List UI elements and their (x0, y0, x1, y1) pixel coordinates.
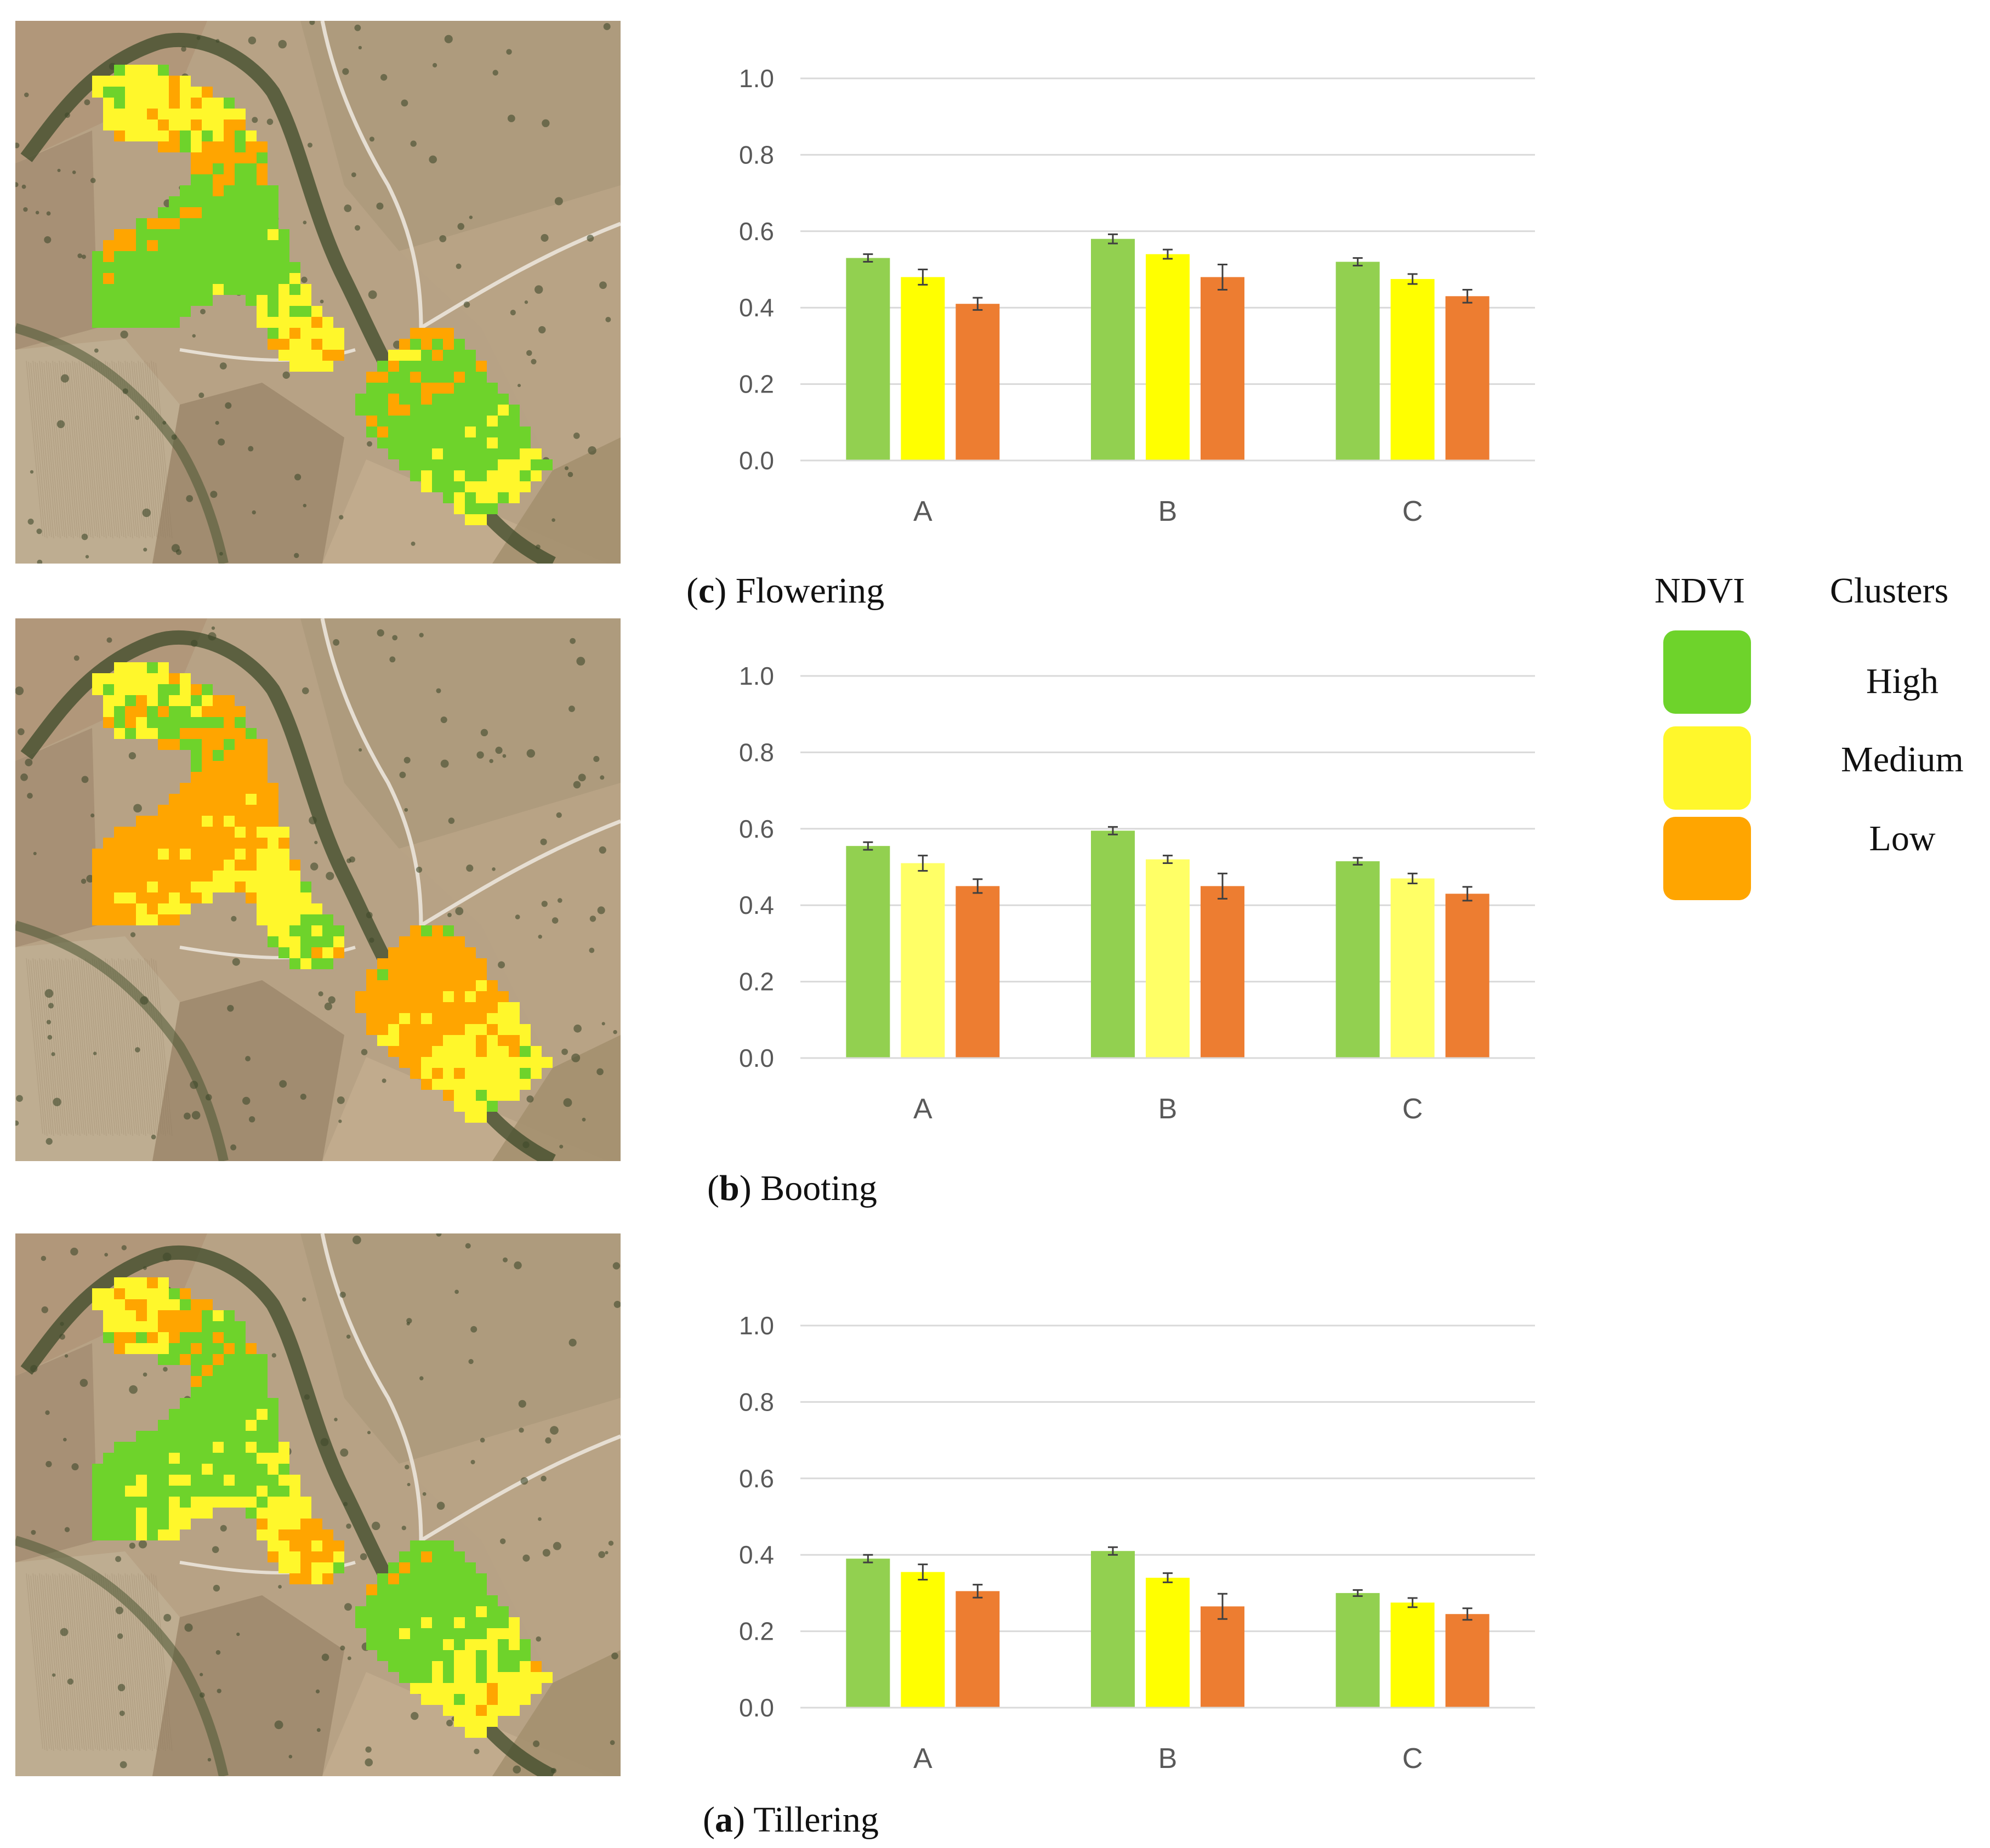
satellite-map-booting (15, 618, 621, 1161)
bar-medium-B (1146, 254, 1190, 460)
satellite-map-flowering (15, 21, 621, 564)
y-tick-label: 0.0 (739, 1044, 774, 1072)
legend-swatch-high (1663, 630, 1751, 714)
bar-high-C (1335, 1593, 1380, 1708)
legend-label-medium: Medium (1841, 740, 1964, 780)
bar-low-B (1201, 1606, 1244, 1708)
y-tick-label: 0.2 (739, 1617, 774, 1646)
y-tick-label: 0.8 (739, 1388, 774, 1416)
caption-text: Tillering (744, 1800, 879, 1840)
caption-letter: b (719, 1168, 740, 1208)
legend-label-high: High (1866, 661, 1938, 701)
bar-low-A (956, 304, 1000, 460)
y-tick-label: 0.8 (739, 738, 774, 766)
map-image (15, 618, 621, 1161)
legend-label-low: Low (1869, 818, 1936, 858)
y-tick-label: 1.0 (739, 662, 774, 690)
x-tick-label-B: B (1158, 1743, 1178, 1775)
map-image (15, 1233, 621, 1776)
bar-low-A (956, 1591, 1000, 1708)
bar-low-A (956, 886, 1000, 1058)
ndvi-chart-booting: 0.0 0.2 0.4 0.6 0.8 1.0 A B C (680, 652, 1590, 1146)
caption-letter: a (714, 1800, 733, 1840)
x-tick-label-C: C (1402, 496, 1423, 527)
bar-low-B (1201, 886, 1244, 1058)
chart-svg-tillering: 0.0 0.2 0.4 0.6 0.8 1.0 A B C (739, 1311, 1535, 1775)
x-tick-label-A: A (913, 1743, 933, 1775)
ndvi-chart-flowering: 0.0 0.2 0.4 0.6 0.8 1.0 A B C (680, 55, 1590, 548)
satellite-map-tillering (15, 1233, 621, 1776)
legend-title-clusters: Clusters (1830, 571, 1949, 611)
y-tick-label: 0.6 (739, 815, 774, 843)
caption-letter: c (698, 571, 715, 611)
bar-high-A (846, 846, 890, 1058)
bar-medium-A (901, 277, 945, 460)
y-tick-label: 0.4 (739, 293, 774, 322)
y-tick-label: 1.0 (739, 64, 774, 93)
y-tick-label: 0.4 (739, 1540, 774, 1569)
bar-high-B (1091, 831, 1135, 1058)
bar-medium-C (1390, 1602, 1435, 1708)
bar-high-A (846, 1559, 890, 1708)
bar-high-A (846, 258, 890, 460)
chart-svg-flowering: 0.0 0.2 0.4 0.6 0.8 1.0 A B C (739, 64, 1535, 527)
x-tick-label-A: A (913, 496, 933, 527)
bar-medium-C (1390, 278, 1435, 460)
bar-medium-B (1146, 859, 1190, 1058)
bar-medium-B (1146, 1578, 1190, 1708)
x-tick-label-C: C (1402, 1093, 1423, 1125)
y-tick-label: 0.2 (739, 370, 774, 399)
legend-title-ndvi: NDVI (1654, 571, 1745, 611)
ndvi-chart-tillering: 0.0 0.2 0.4 0.6 0.8 1.0 A B C (680, 1302, 1590, 1795)
caption-flowering: (c) Flowering (686, 571, 885, 611)
bar-low-C (1445, 1614, 1489, 1708)
caption-text: Booting (751, 1168, 877, 1208)
bar-medium-A (901, 1572, 945, 1708)
legend-swatch-medium (1663, 726, 1751, 810)
y-tick-label: 0.6 (739, 1464, 774, 1493)
legend-swatch-low (1663, 817, 1751, 900)
bar-low-C (1445, 296, 1489, 460)
bar-medium-C (1390, 878, 1435, 1058)
y-tick-label: 0.6 (739, 217, 774, 246)
bar-high-C (1335, 261, 1380, 460)
x-tick-label-A: A (913, 1093, 933, 1125)
y-tick-label: 0.8 (739, 140, 774, 169)
y-tick-label: 0.2 (739, 968, 774, 996)
y-tick-label: 0.0 (739, 446, 774, 475)
x-tick-label-C: C (1402, 1743, 1423, 1775)
caption-booting: (b) Booting (707, 1168, 877, 1208)
y-tick-label: 1.0 (739, 1311, 774, 1340)
chart-svg-booting: 0.0 0.2 0.4 0.6 0.8 1.0 A B C (739, 662, 1535, 1125)
bar-high-C (1335, 861, 1380, 1058)
caption-text: Flowering (726, 571, 885, 611)
bar-low-B (1201, 277, 1244, 460)
x-tick-label-B: B (1158, 496, 1178, 527)
y-tick-label: 0.4 (739, 891, 774, 919)
caption-tillering: (a) Tillering (703, 1800, 879, 1840)
y-tick-label: 0.0 (739, 1693, 774, 1722)
bar-high-B (1091, 238, 1135, 460)
x-tick-label-B: B (1158, 1093, 1178, 1125)
map-image (15, 21, 621, 564)
bar-medium-A (901, 863, 945, 1058)
bar-high-B (1091, 1551, 1135, 1708)
bar-low-C (1445, 894, 1489, 1058)
